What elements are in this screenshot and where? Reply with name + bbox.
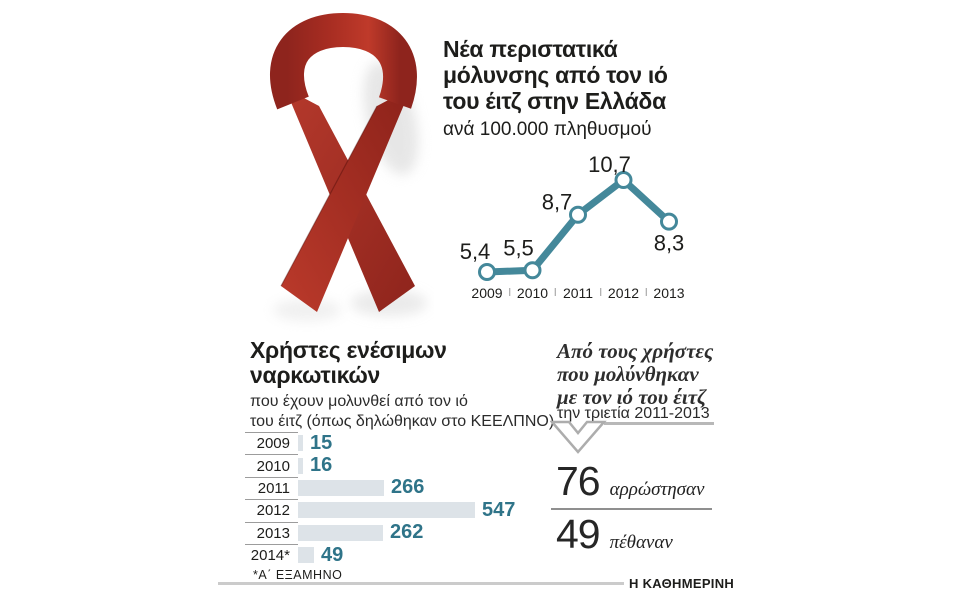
data-point-marker	[660, 212, 678, 231]
stats-period: την τριετία 2011-2013	[557, 405, 710, 422]
page-title: Νέα περιστατικά	[443, 36, 618, 62]
bar-value-label: 15	[310, 431, 333, 454]
stats-heading-line: που μολύνθηκαν	[557, 362, 699, 386]
bar-chart-subtitle-line: που έχουν μολυνθεί από τον ιό	[250, 393, 468, 410]
point-value-label: 8,7	[542, 190, 573, 215]
point-value-label: 10,7	[588, 152, 631, 177]
footer-divider	[218, 582, 624, 585]
data-point-marker	[569, 205, 587, 224]
publisher-credit: Η ΚΑΘΗΜΕΡΙΝΗ	[629, 576, 735, 591]
bar-row: 2009 15	[245, 432, 575, 454]
stats-heading: Από τους χρήστες που μολύνθηκαν με τον ι…	[557, 340, 713, 409]
point-value-label: 8,3	[654, 231, 685, 256]
stat-sick: 76 αρρώστησαν	[556, 458, 704, 505]
red-ribbon-icon	[270, 12, 427, 321]
x-axis-label: 2012	[608, 285, 639, 301]
bar	[298, 524, 383, 541]
bar	[298, 435, 303, 452]
page-title: μόλυνσης από τον ιό	[443, 62, 668, 88]
point-value-label: 5,5	[503, 235, 534, 260]
x-axis-label: 2013	[653, 285, 684, 301]
point-value-label: 5,4	[460, 239, 491, 264]
data-point-marker	[478, 263, 496, 281]
down-arrow-icon	[550, 420, 714, 454]
bar-row: 2014* 49	[245, 544, 575, 566]
bar-chart-subtitle: που έχουν μολυνθεί από τον ιό του έιτζ (…	[250, 392, 554, 432]
bar-category-label: 2009	[245, 432, 298, 454]
stat-died: 49 πέθαναν	[556, 511, 673, 558]
bar-chart-title-line: Χρήστες ενέσιμων	[250, 337, 447, 363]
stat-sick-label: αρρώστησαν	[609, 479, 705, 500]
bar	[298, 547, 314, 564]
bar-value-label: 266	[391, 476, 425, 499]
page-subtitle: ανά 100.000 πληθυσμού	[443, 119, 652, 140]
bar	[298, 502, 475, 519]
bar-value-label: 262	[390, 521, 424, 544]
bar-chart-title-line: ναρκωτικών	[250, 362, 380, 388]
bar-category-label: 2013	[245, 521, 298, 544]
stats-heading-line: με τον ιό του έιτζ	[557, 385, 707, 409]
hiv-incidence-line-chart: 5,4 5,5 8,7 10,7 8,3 2009 2010 2011 2012 2013	[460, 152, 685, 301]
bar-row: 2012 547	[245, 499, 575, 521]
bar-row: 2010 16	[245, 454, 575, 476]
bar-category-label: 2011	[245, 476, 298, 499]
bar	[298, 479, 384, 496]
bar-category-label: 2010	[245, 454, 298, 476]
bar-value-label: 16	[310, 454, 333, 477]
bar-chart-title: Χρήστες ενέσιμων ναρκωτικών	[250, 338, 447, 388]
stat-died-value: 49	[556, 511, 601, 557]
red-ribbon-illustration	[262, 8, 434, 338]
bar-value-label: 547	[482, 498, 516, 521]
stats-divider	[551, 508, 712, 510]
x-axis-label: 2011	[563, 285, 593, 301]
x-axis-label: 2010	[517, 285, 548, 301]
bar-row: 2013 262	[245, 521, 575, 544]
bar-chart-footnote: *Α΄ ΕΞΑΜΗΝΟ	[253, 568, 343, 582]
data-point-marker	[523, 261, 542, 280]
bar-row: 2011 266	[245, 476, 575, 499]
stats-heading-line: Από τους χρήστες	[557, 339, 714, 363]
bar	[298, 457, 303, 474]
drug-users-bar-chart: 2009 15 2010 16 2011 266 2012 547 2013 262 2014* 49	[245, 432, 575, 566]
page-title: του έιτζ στην Ελλάδα	[443, 88, 666, 114]
page-title-block: Νέα περιστατικά μόλυνσης από τον ιό του …	[443, 36, 743, 141]
bar-category-label: 2012	[245, 499, 298, 521]
bar-category-label: 2014*	[245, 543, 298, 566]
stat-died-label: πέθαναν	[609, 532, 673, 553]
bar-chart-subtitle-line: του έιτζ (όπως δηλώθηκαν στο ΚΕΕΛΠΝΟ)	[250, 413, 555, 430]
stat-sick-value: 76	[556, 458, 601, 504]
data-point-marker	[614, 170, 633, 189]
x-axis-label: 2009	[471, 285, 502, 301]
bar-value-label: 49	[321, 543, 344, 566]
